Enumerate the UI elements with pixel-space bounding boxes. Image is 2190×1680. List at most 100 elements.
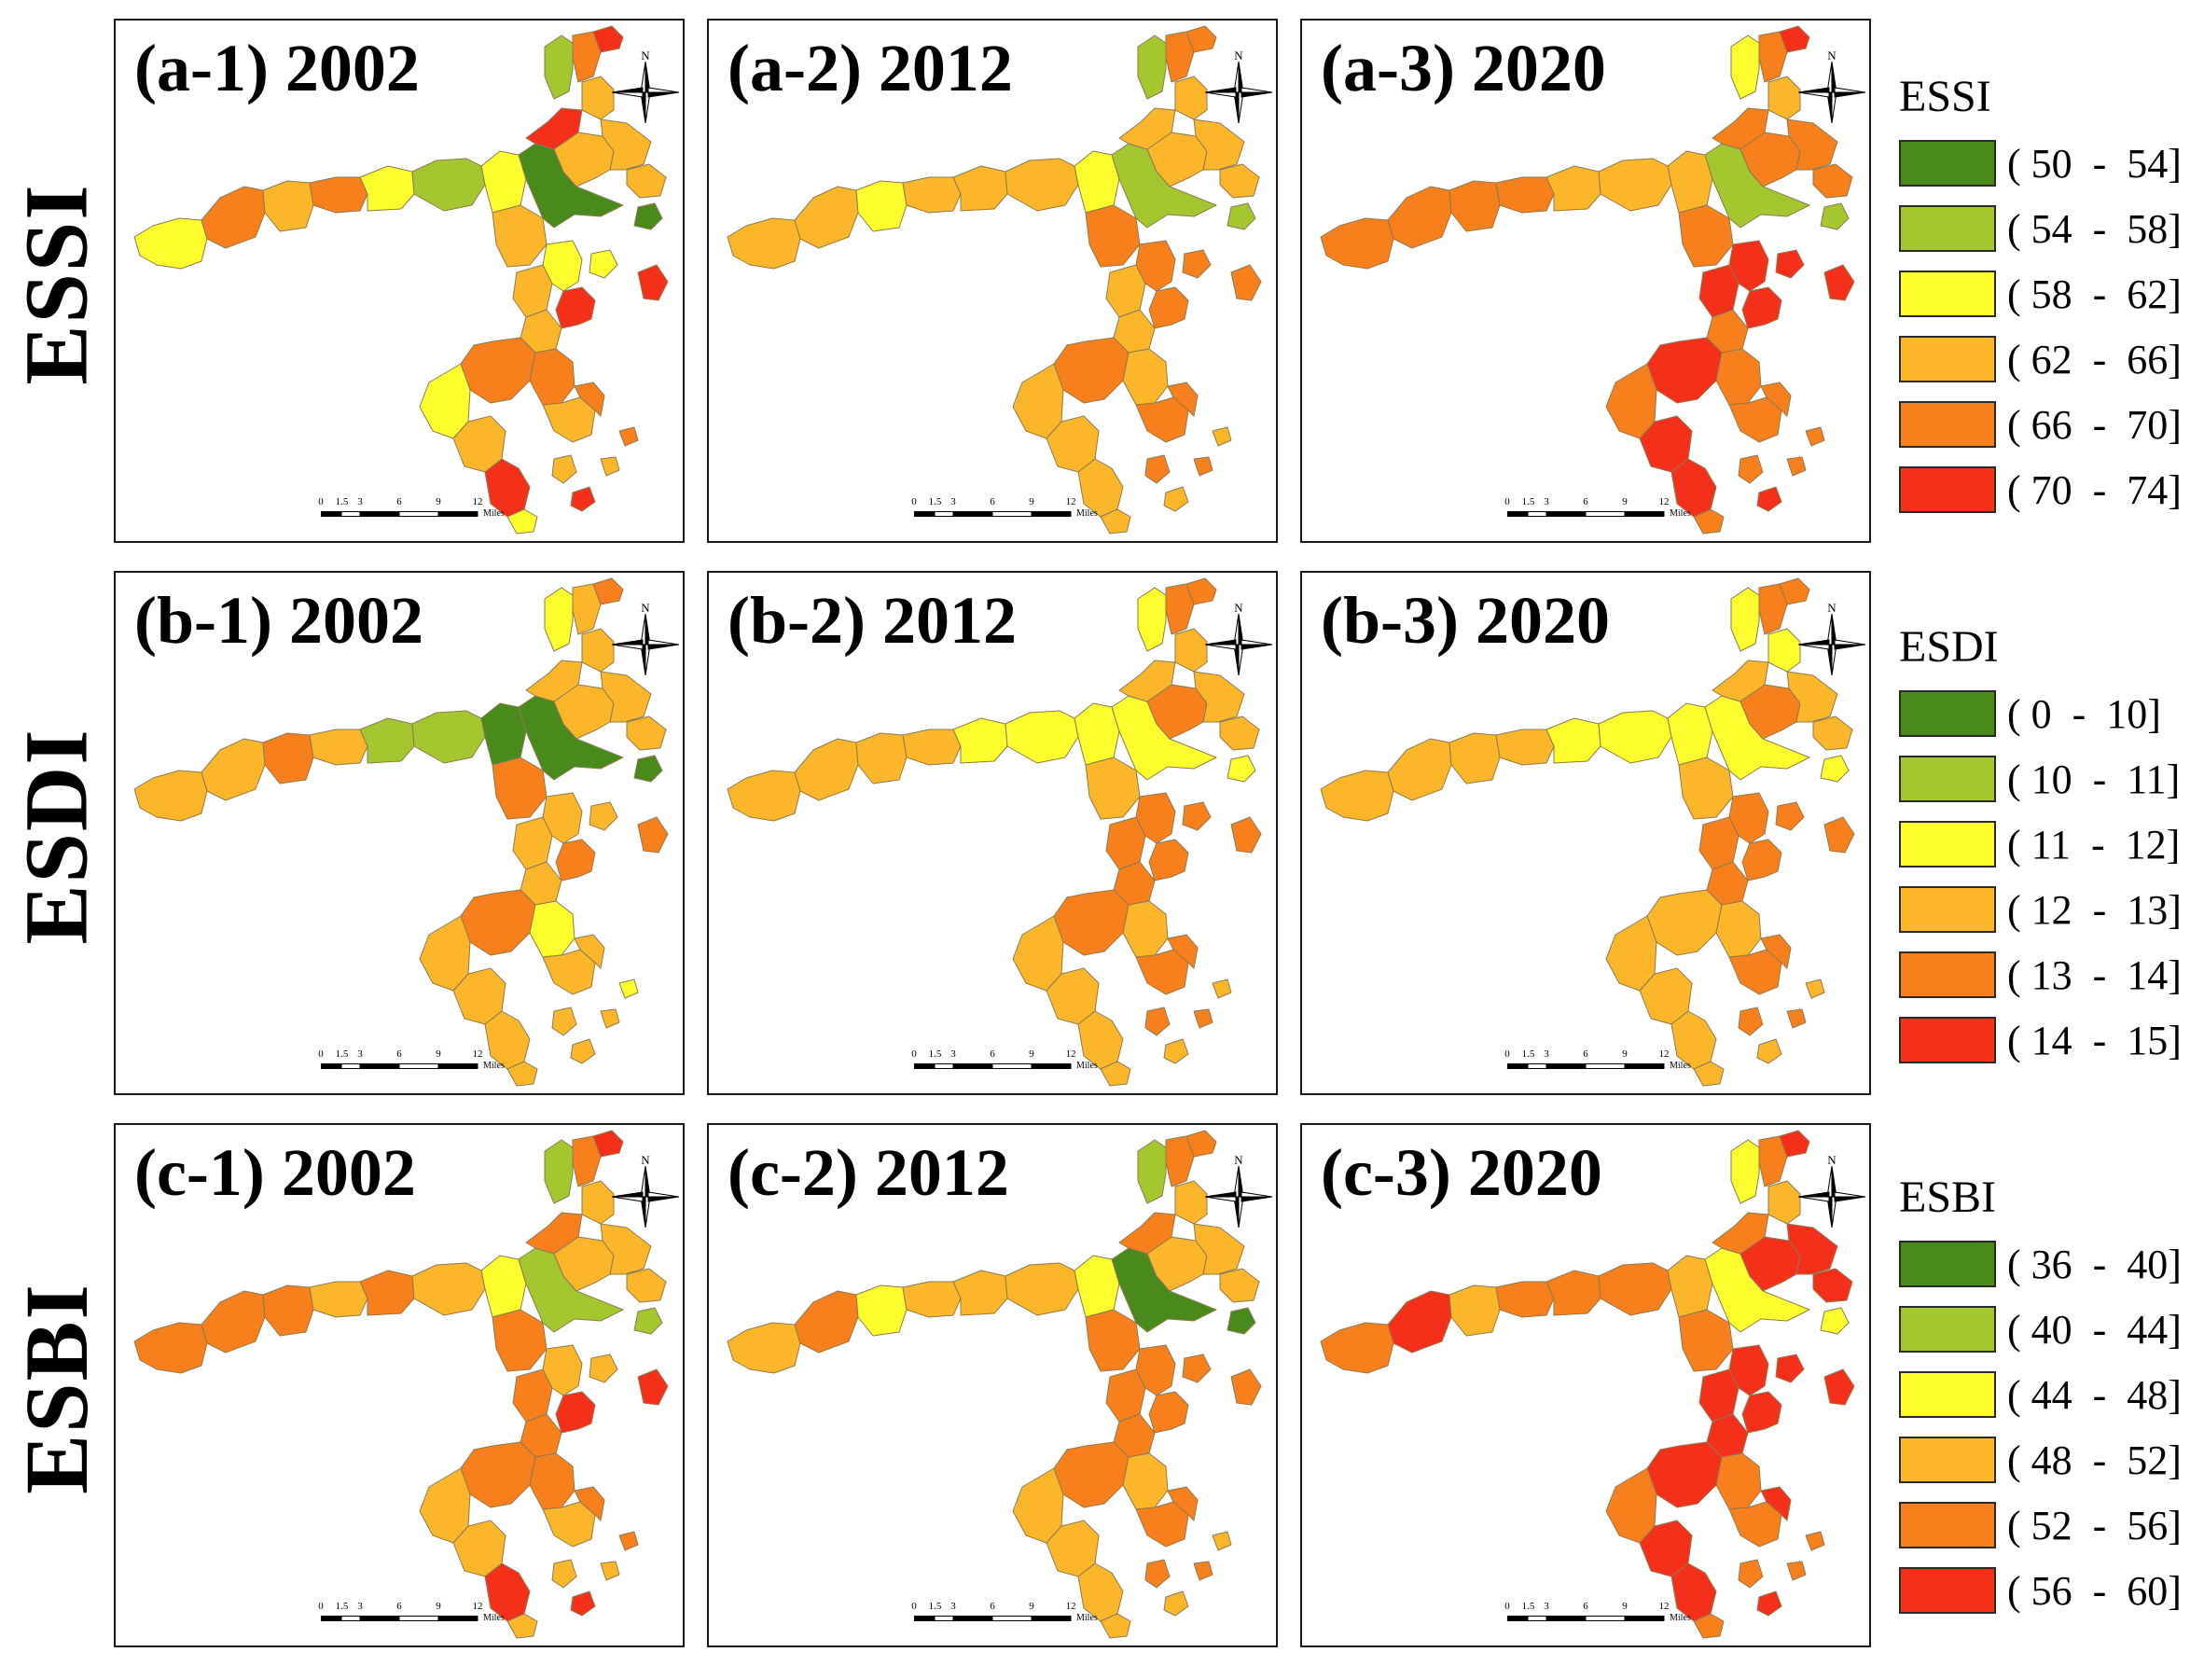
map-region bbox=[309, 729, 368, 766]
scale-tick-label: 1.5 bbox=[335, 1601, 349, 1612]
compass-point bbox=[647, 87, 679, 93]
map-region bbox=[1185, 25, 1217, 53]
map-island bbox=[1212, 979, 1232, 999]
legend-esdi: ESDI ( 0 - 10] ( 10 - 11] ( 11 - 12] ( 1… bbox=[1899, 621, 2182, 1073]
map-region bbox=[1005, 1262, 1079, 1316]
map-region bbox=[1678, 1309, 1734, 1372]
scale-tick-label: 3 bbox=[357, 496, 363, 507]
scale-ticks: 0 1.5 3 6 9 12 bbox=[318, 1048, 601, 1062]
map-island bbox=[1805, 426, 1825, 447]
scale-segment bbox=[321, 1616, 342, 1621]
compass-point bbox=[647, 639, 679, 646]
compass-rose-icon bbox=[1205, 1166, 1272, 1228]
map-region bbox=[794, 186, 859, 249]
map-region bbox=[1085, 204, 1141, 268]
scale-bar: 0 1.5 3 6 9 12 Miles bbox=[318, 1048, 601, 1080]
map-region bbox=[1074, 150, 1120, 214]
map-island bbox=[600, 1561, 620, 1581]
map-island bbox=[1823, 1368, 1855, 1406]
map-island bbox=[570, 1590, 596, 1617]
map-region bbox=[1174, 76, 1208, 120]
scale-tick-label: 1.5 bbox=[335, 496, 349, 507]
map-island bbox=[1193, 456, 1213, 477]
map-region bbox=[1387, 186, 1452, 249]
scale-segment bbox=[934, 1063, 954, 1069]
map-region bbox=[1728, 1344, 1769, 1396]
map-region bbox=[1646, 337, 1723, 404]
scale-tick-label: 12 bbox=[472, 496, 483, 507]
north-arrow-icon: N bbox=[1798, 49, 1865, 123]
map-region bbox=[727, 770, 801, 822]
map-region bbox=[1730, 587, 1760, 652]
scale-tick-label: 1.5 bbox=[928, 1601, 942, 1612]
map-region bbox=[1046, 415, 1100, 473]
scale-tick-label: 12 bbox=[1065, 1048, 1076, 1060]
scale-tick-label: 0 bbox=[1504, 1048, 1510, 1060]
scale-tick-label: 6 bbox=[1583, 1048, 1588, 1060]
scale-tick-label: 1.5 bbox=[928, 496, 942, 507]
map-island bbox=[1820, 1307, 1850, 1335]
north-label: N bbox=[641, 49, 650, 62]
legend-range: ( 48 - 52] bbox=[2007, 1437, 2182, 1483]
scale-tick-label: 1.5 bbox=[335, 1048, 349, 1060]
scale-tick-label: 3 bbox=[1544, 1601, 1549, 1612]
map-region bbox=[1074, 1255, 1120, 1318]
map-island bbox=[618, 979, 639, 999]
map-region bbox=[1760, 934, 1792, 969]
map-region bbox=[1148, 286, 1189, 329]
map-canvas bbox=[727, 577, 1262, 1087]
map-canvas bbox=[1320, 1130, 1855, 1639]
map-island bbox=[1775, 1354, 1805, 1383]
map-region bbox=[359, 165, 415, 212]
legend-range: ( 50 - 54] bbox=[2007, 140, 2182, 187]
legend-item: ( 36 - 40] bbox=[1899, 1231, 2182, 1297]
north-label: N bbox=[641, 1153, 650, 1167]
scale-segment bbox=[1527, 511, 1547, 517]
scale-segment bbox=[321, 511, 342, 517]
scale-ticks: 0 1.5 3 6 9 12 bbox=[1504, 496, 1787, 509]
map-region bbox=[529, 1452, 575, 1510]
scale-segment bbox=[340, 1063, 361, 1069]
scale-segment bbox=[1031, 1063, 1072, 1069]
scale-segment bbox=[1507, 511, 1529, 517]
map-region bbox=[1646, 1441, 1723, 1508]
north-arrow-icon: N bbox=[1205, 49, 1272, 123]
compass-point bbox=[612, 639, 644, 646]
scale-segment bbox=[398, 1616, 439, 1621]
scale-segment bbox=[1031, 1616, 1072, 1621]
legend-swatch bbox=[1899, 1437, 1996, 1483]
scale-tick-label: 0 bbox=[1504, 496, 1510, 507]
map-region bbox=[1693, 508, 1725, 535]
scale-tick-label: 1.5 bbox=[928, 1048, 942, 1060]
scale-tick-label: 9 bbox=[1622, 1601, 1628, 1612]
scale-tick-label: 3 bbox=[357, 1048, 363, 1060]
scale-tick-label: 9 bbox=[436, 496, 441, 507]
map-region bbox=[1605, 1467, 1657, 1544]
map-region bbox=[1122, 900, 1169, 958]
map-panel: (c-2) 2012 N 0 1.5 3 6 9 12 Miles bbox=[707, 1123, 1278, 1647]
map-island bbox=[1812, 163, 1853, 199]
north-label: N bbox=[1827, 49, 1837, 62]
compass-point bbox=[1798, 644, 1830, 650]
map-region bbox=[1118, 1212, 1176, 1255]
map-region bbox=[1387, 738, 1452, 801]
scale-bar: 0 1.5 3 6 9 12 Miles bbox=[1504, 1601, 1787, 1632]
map-region bbox=[460, 337, 536, 404]
map-region bbox=[1639, 967, 1693, 1025]
map-region bbox=[492, 757, 548, 820]
map-region bbox=[309, 176, 368, 214]
scale-segment bbox=[359, 1616, 400, 1621]
map-island bbox=[551, 1007, 577, 1036]
legend-swatch bbox=[1899, 1306, 1996, 1353]
map-region bbox=[1730, 35, 1760, 100]
map-region bbox=[1741, 839, 1782, 882]
scale-segment bbox=[398, 511, 439, 517]
compass-point bbox=[612, 1196, 644, 1202]
map-region bbox=[544, 35, 574, 100]
map-region bbox=[1741, 286, 1782, 329]
scale-tick-label: 0 bbox=[318, 1048, 324, 1060]
scale-unit: Miles bbox=[483, 508, 505, 519]
scale-unit: Miles bbox=[1076, 1061, 1098, 1071]
map-region bbox=[480, 702, 527, 766]
row-label-essi: ESSI bbox=[0, 19, 112, 548]
